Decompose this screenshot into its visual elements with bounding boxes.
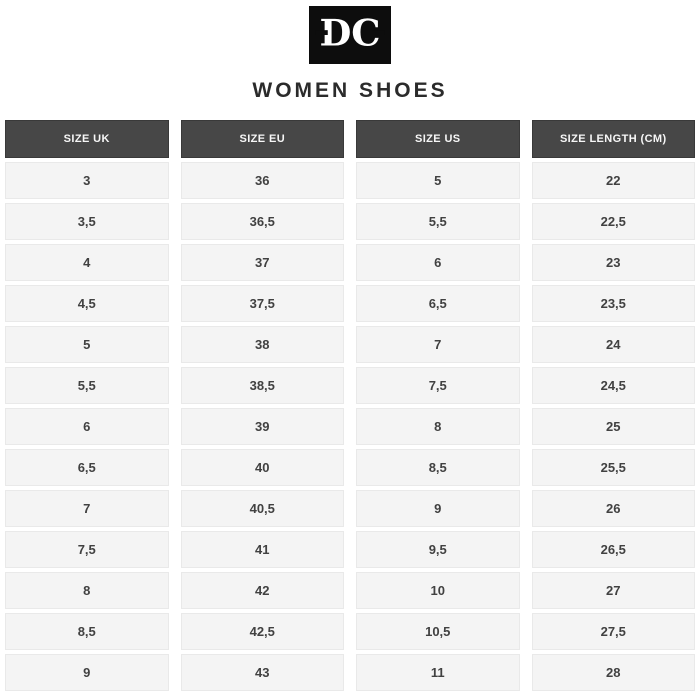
cell-uk: 5,5 [5, 367, 169, 404]
cell-eu: 36 [180, 162, 344, 199]
header-cell-size-eu: SIZE EU [180, 120, 344, 158]
cell-eu: 41 [180, 531, 344, 568]
dc-logo-left-slit [315, 30, 328, 35]
cell-us: 6 [356, 244, 520, 281]
cell-eu: 43 [180, 654, 344, 691]
cell-us: 10 [356, 572, 520, 609]
cell-length: 27 [531, 572, 695, 609]
header-cell-size-uk: SIZE UK [5, 120, 169, 158]
cell-us: 11 [356, 654, 520, 691]
cell-us: 9,5 [356, 531, 520, 568]
cell-uk: 8,5 [5, 613, 169, 650]
cell-uk: 5 [5, 326, 169, 363]
cell-uk: 6,5 [5, 449, 169, 486]
cell-uk: 3,5 [5, 203, 169, 240]
cell-eu: 40,5 [180, 490, 344, 527]
cell-length: 23 [531, 244, 695, 281]
header-cell-size-us: SIZE US [356, 120, 520, 158]
cell-us: 7,5 [356, 367, 520, 404]
cell-uk: 6 [5, 408, 169, 445]
cell-us: 9 [356, 490, 520, 527]
cell-us: 10,5 [356, 613, 520, 650]
cell-length: 24 [531, 326, 695, 363]
cell-uk: 8 [5, 572, 169, 609]
header-cell-size-length: SIZE LENGTH (CM) [531, 120, 695, 158]
cell-length: 22 [531, 162, 695, 199]
dc-logo-right-slit [372, 30, 385, 35]
cell-uk: 4 [5, 244, 169, 281]
page-title: WOMEN SHOES [252, 79, 448, 102]
cell-us: 5 [356, 162, 520, 199]
cell-eu: 37,5 [180, 285, 344, 322]
dc-logo: DC [309, 6, 391, 64]
cell-length: 27,5 [531, 613, 695, 650]
cell-length: 25 [531, 408, 695, 445]
cell-us: 8 [356, 408, 520, 445]
cell-eu: 38,5 [180, 367, 344, 404]
cell-uk: 3 [5, 162, 169, 199]
cell-length: 26 [531, 490, 695, 527]
cell-eu: 39 [180, 408, 344, 445]
cell-us: 8,5 [356, 449, 520, 486]
cell-length: 24,5 [531, 367, 695, 404]
dc-logo-text: DC [319, 12, 380, 55]
cell-uk: 4,5 [5, 285, 169, 322]
cell-uk: 7 [5, 490, 169, 527]
cell-us: 7 [356, 326, 520, 363]
cell-length: 25,5 [531, 449, 695, 486]
size-table: SIZE UK SIZE EU SIZE US SIZE LENGTH (CM)… [5, 120, 695, 691]
cell-us: 5,5 [356, 203, 520, 240]
cell-uk: 7,5 [5, 531, 169, 568]
dc-logo-icon: DC [309, 6, 391, 64]
brand-logo-area: DC [0, 0, 700, 64]
cell-length: 26,5 [531, 531, 695, 568]
cell-eu: 42 [180, 572, 344, 609]
cell-length: 23,5 [531, 285, 695, 322]
cell-eu: 42,5 [180, 613, 344, 650]
cell-eu: 37 [180, 244, 344, 281]
cell-eu: 36,5 [180, 203, 344, 240]
cell-length: 22,5 [531, 203, 695, 240]
cell-length: 28 [531, 654, 695, 691]
cell-eu: 40 [180, 449, 344, 486]
cell-uk: 9 [5, 654, 169, 691]
cell-eu: 38 [180, 326, 344, 363]
cell-us: 6,5 [356, 285, 520, 322]
